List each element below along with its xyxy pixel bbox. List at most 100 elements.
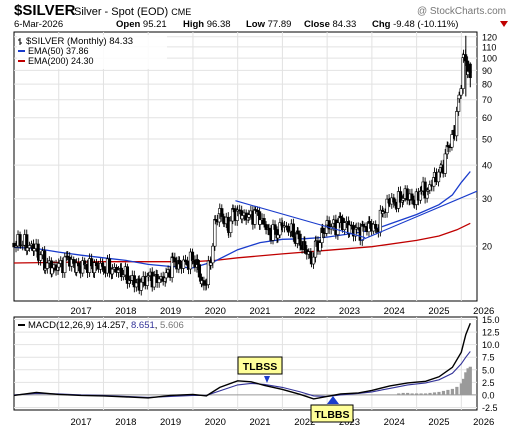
price-bar: [291, 218, 295, 242]
price-bar: [229, 216, 233, 238]
macd-hist-bar: [468, 366, 472, 395]
open-value: 95.21: [143, 19, 167, 30]
price-bar: [173, 252, 177, 267]
price-year-label: 2022: [294, 306, 315, 317]
price-bar: [121, 269, 125, 281]
macd-tick-label: 2.5: [482, 378, 495, 388]
legend-price-swatch: [18, 38, 22, 45]
price-bar: [101, 262, 106, 275]
quote-date: 6-Mar-2026: [14, 19, 63, 30]
price-bar: [152, 270, 156, 291]
tlbbs-arrow-icon: [327, 396, 339, 404]
macd-tick-label: 5.0: [482, 365, 495, 375]
price-tick-label: 90: [482, 66, 492, 76]
price-year-label: 2025: [428, 306, 449, 317]
macd-year-label: 2024: [384, 417, 405, 428]
macd-tick-label: 15.0: [482, 315, 500, 325]
macd-hist-bar: [428, 392, 432, 395]
price-bar: [164, 267, 168, 284]
macd-tick-label: 10.0: [482, 340, 500, 350]
price-bar: [25, 243, 30, 255]
price-bar: [398, 186, 403, 208]
price-bar: [426, 187, 430, 196]
price-bar: [63, 252, 67, 278]
price-bar: [45, 257, 49, 274]
price-bar: [146, 272, 150, 282]
macd-histogram: [397, 366, 472, 395]
price-bar: [116, 265, 121, 278]
price-bar: [361, 221, 365, 232]
tlbss-arrow-icon: [264, 376, 270, 383]
quote-change: Chg -9.48 (-10.11%): [372, 19, 458, 30]
price-bar: [296, 227, 300, 240]
price-tick-label: 20: [482, 242, 492, 252]
macd-hist-bar: [466, 368, 470, 395]
legend-ema200: EMA(200) 24.30: [28, 56, 94, 66]
price-bars: [12, 35, 472, 296]
macd-hist-bar: [455, 386, 459, 395]
price-bar: [75, 258, 79, 277]
macd-value: 14.257: [97, 320, 126, 331]
price-bar: [206, 255, 210, 289]
price-bar: [247, 209, 251, 221]
macd-line: [13, 322, 471, 400]
price-bar: [410, 188, 414, 205]
price-bar: [197, 259, 202, 282]
price-bar: [318, 239, 322, 255]
macd-year-label: 2019: [160, 417, 181, 428]
price-bar: [181, 255, 186, 274]
price-bar: [450, 130, 454, 151]
tlbbs-label: TLBBS: [315, 409, 350, 421]
price-bar: [155, 270, 159, 288]
price-bar: [374, 224, 378, 235]
price-bar: [255, 206, 260, 216]
price-bar: [273, 220, 277, 235]
price-bar: [258, 214, 262, 230]
macd-hist-value: 5.606: [160, 320, 184, 331]
macd-year-label: 2025: [428, 417, 449, 428]
price-bar: [81, 256, 85, 277]
price-bar-last: [468, 62, 472, 88]
macd-hist-bar: [419, 393, 423, 395]
quote-open: Open 95.21: [116, 19, 167, 30]
macd-hist-bar: [446, 389, 450, 395]
price-year-label: 2024: [384, 306, 405, 317]
price-bar: [327, 216, 331, 234]
macd-lines: [13, 322, 471, 400]
tlbbs-callout: TLBBS: [310, 396, 354, 423]
price-year-label: 2020: [205, 306, 226, 317]
macd-hist-bar: [437, 391, 441, 395]
tlbbs-box: [310, 404, 354, 423]
watermark: @ StockCharts.com: [417, 6, 506, 17]
price-bar: [66, 251, 70, 261]
macd-label: MACD(12,26,9): [28, 320, 94, 331]
price-tick-label: 110: [482, 42, 496, 52]
quote-low: Low 77.89: [246, 19, 291, 30]
macd-tick-label: -2.5: [482, 403, 498, 413]
macd-year-label: 2021: [249, 417, 270, 428]
price-bar: [134, 278, 138, 292]
price-year-label: 2017: [71, 306, 92, 317]
price-tick-label: 50: [482, 135, 492, 145]
macd-hist-bar: [397, 393, 401, 395]
macd-hist-bar: [415, 393, 419, 395]
price-bar: [446, 141, 450, 153]
price-bar: [183, 254, 188, 265]
symbol-title: $SILVER: [14, 2, 76, 19]
price-bar: [385, 194, 389, 218]
exchange-label: CME: [171, 7, 191, 17]
price-bar: [132, 270, 136, 293]
price-bar: [286, 223, 291, 236]
macd-hist-bar: [459, 383, 463, 395]
price-bar: [171, 252, 175, 264]
close-value: 84.33: [333, 19, 357, 30]
macd-tick-label: 7.5: [482, 353, 495, 363]
price-year-label: 2018: [115, 306, 136, 317]
price-bar: [220, 204, 224, 222]
low-label: Low: [246, 19, 266, 30]
instrument-name: Silver - Spot (EOD): [74, 6, 168, 18]
price-bar: [240, 210, 244, 224]
price-bar: [338, 212, 343, 223]
price-bar: [419, 185, 423, 195]
